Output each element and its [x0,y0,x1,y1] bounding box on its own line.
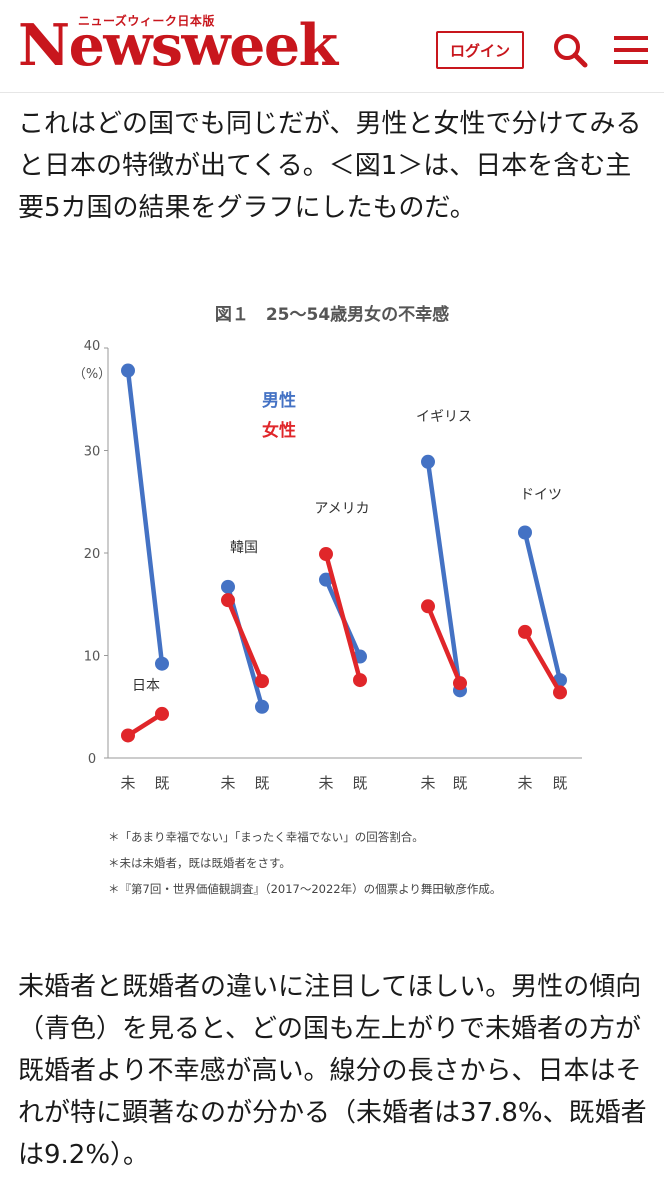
data-point-male-unmarried [319,572,333,587]
data-point-female-married [255,674,269,689]
chart-note: ＊『第7回・世界価値観調査』（2017～2022年）の個票より舞田敏彦作成。 [108,882,502,896]
x-tick-label: 未 [318,774,333,792]
legend-female: 女性 [262,420,296,441]
chart-note: ＊「あまり幸福でない」「まったく幸福でない」の回答割合。 [108,830,424,844]
figure-1: 図１ 25～54歳男女の不幸感 （%） 0 10 20 30 40 日本未既韓国未既アメ… [0,280,664,920]
x-tick-label: 既 [352,774,367,792]
country-label: アメリカ [314,501,369,517]
site-header: Newsweek ニューズウィーク日本版 ログイン [0,0,664,93]
chart-notes: ＊「あまり幸福でない」「まったく幸福でない」の回答割合。 ＊未は未婚者，既は既婚… [108,824,628,902]
hamburger-menu-icon [614,36,648,64]
chart-note: ＊未は未婚者，既は既婚者をさす。 [108,856,291,870]
y-tick-label: 0 [88,752,96,767]
y-tick-label: 10 [84,650,101,665]
series-line-male [425,459,463,693]
x-tick-label: 未 [517,774,532,792]
series-line-male [125,368,165,666]
series-line-female [425,604,463,686]
x-tick-label: 未 [220,774,235,792]
y-tick-label: 40 [84,339,101,354]
menu-button[interactable] [610,28,654,72]
data-point-male-unmarried [421,454,435,469]
series-line-female [522,629,563,695]
y-axis-unit-label: （%） [73,367,111,382]
country-label: 日本 [132,678,160,694]
data-point-female-unmarried [421,599,435,614]
x-tick-label: 未 [420,774,435,792]
data-point-female-married [553,685,567,700]
country-label: イギリス [416,409,472,425]
data-point-female-married [453,676,467,691]
data-point-male-unmarried [518,525,532,540]
data-point-male-married [155,656,169,671]
x-tick-label: 既 [254,774,269,792]
newsweek-logo[interactable]: Newsweek [18,12,338,79]
data-point-female-unmarried [221,593,235,608]
article-paragraph-1: これはどの国でも同じだが、男性と女性で分けてみると日本の特徴が出てくる。＜図1＞… [18,109,642,223]
login-button[interactable]: ログイン [436,31,524,69]
series-line-female [225,597,265,684]
data-point-male-unmarried [221,579,235,594]
data-point-female-married [155,706,169,721]
data-point-male-unmarried [121,363,135,378]
x-tick-label: 既 [154,774,169,792]
series-line-male [225,584,265,709]
data-point-female-unmarried [518,624,532,639]
series-line-male [522,530,563,683]
series-line-female [323,551,363,683]
y-tick-label: 20 [84,547,101,562]
data-point-female-unmarried [319,547,333,562]
x-tick-label: 未 [120,774,135,792]
logo-subtitle: ニューズウィーク日本版 [78,14,215,28]
search-icon [554,34,588,68]
x-tick-label: 既 [552,774,567,792]
country-label: ドイツ [520,487,562,503]
data-point-male-married [255,699,269,714]
article-paragraph-2: 未婚者と既婚者の違いに注目してほしい。男性の傾向（青色）を見ると、どの国も左上が… [18,972,647,1170]
legend-male: 男性 [262,390,296,411]
chart-title: 図１ 25～54歳男女の不幸感 [215,304,449,325]
country-label: 韓国 [230,540,258,556]
y-tick-label: 30 [84,445,101,460]
data-point-female-married [353,673,367,688]
x-tick-label: 既 [452,774,467,792]
search-button[interactable] [548,28,592,72]
data-point-female-unmarried [121,728,135,743]
